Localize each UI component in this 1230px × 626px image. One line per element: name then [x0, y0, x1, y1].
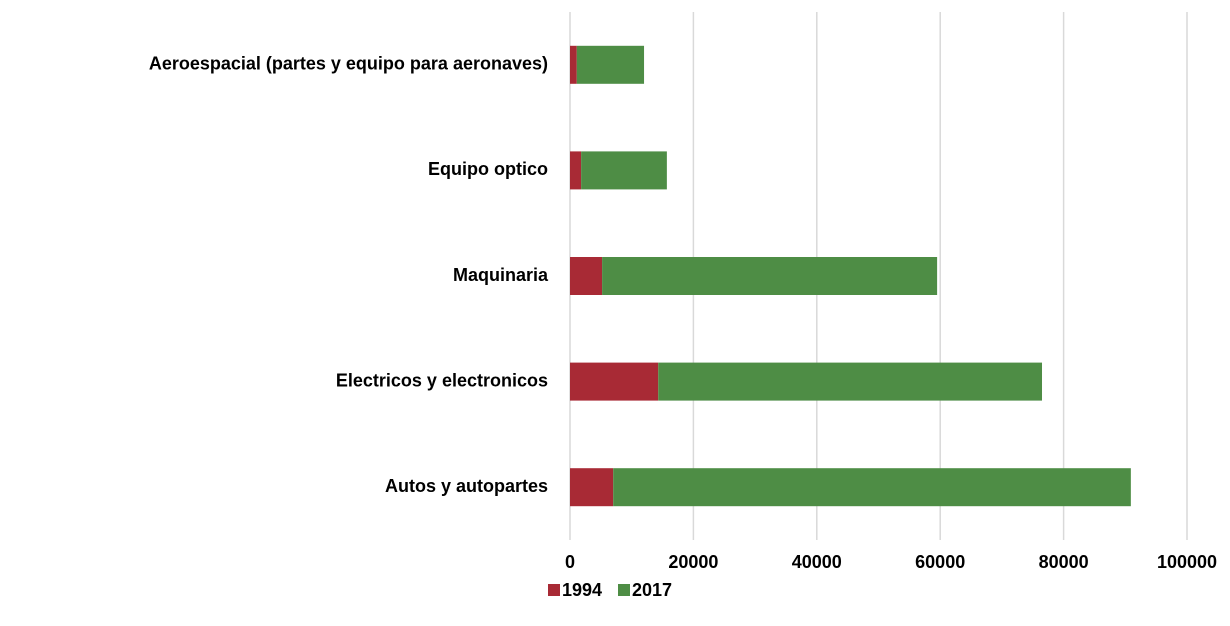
- x-tick-label: 40000: [792, 552, 842, 572]
- category-label: Aeroespacial (partes y equipo para aeron…: [149, 54, 548, 74]
- legend-label: 1994: [562, 580, 602, 600]
- legend-swatch: [548, 584, 560, 596]
- x-tick-label: 100000: [1157, 552, 1217, 572]
- bar-segment: [570, 257, 603, 295]
- legend-label: 2017: [632, 580, 672, 600]
- category-label: Electricos y electronicos: [336, 370, 548, 390]
- category-label: Maquinaria: [453, 265, 549, 285]
- bar-segment: [576, 45, 645, 84]
- bar-segment: [570, 151, 582, 190]
- category-label: Equipo optico: [428, 159, 548, 179]
- bar-segment: [581, 151, 667, 190]
- bar-segment: [570, 362, 659, 401]
- bar-segment: [570, 45, 577, 84]
- bar-segment: [658, 362, 1043, 401]
- x-tick-label: 60000: [915, 552, 965, 572]
- bar-segment: [570, 468, 614, 507]
- x-tick-label: 0: [565, 552, 575, 572]
- category-label: Autos y autopartes: [385, 476, 548, 496]
- bar-segment: [602, 257, 938, 295]
- bar-segment: [613, 468, 1131, 507]
- legend-swatch: [618, 584, 630, 596]
- x-tick-label: 20000: [668, 552, 718, 572]
- x-tick-label: 80000: [1039, 552, 1089, 572]
